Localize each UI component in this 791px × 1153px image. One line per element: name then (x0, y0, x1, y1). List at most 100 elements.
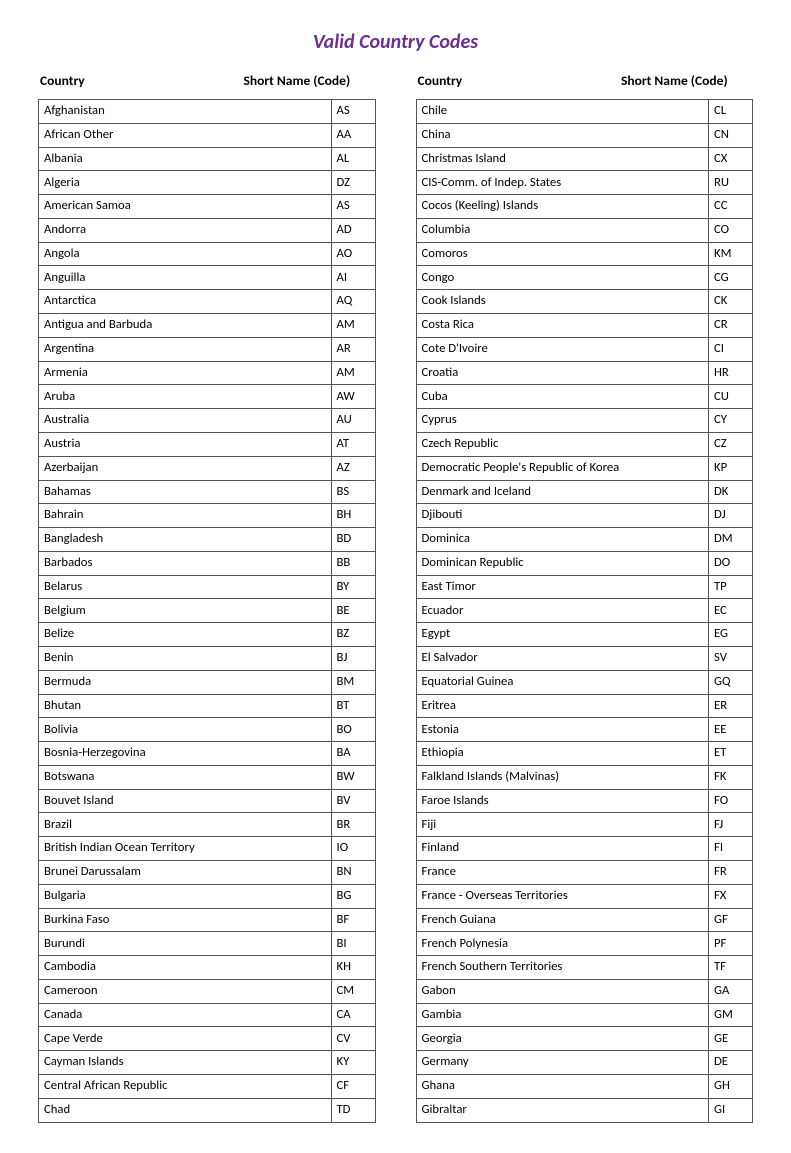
code-cell: CL (709, 100, 753, 124)
table-row: DominicaDM (416, 528, 753, 552)
country-cell: Argentina (39, 337, 332, 361)
country-cell: Gibraltar (416, 1098, 709, 1122)
table-row: ColumbiaCO (416, 218, 753, 242)
code-cell: BI (331, 932, 375, 956)
columns-container: Country Short Name (Code) AfghanistanASA… (38, 72, 753, 1123)
code-cell: DM (709, 528, 753, 552)
table-row: AlgeriaDZ (39, 171, 376, 195)
table-row: AngolaAO (39, 242, 376, 266)
country-cell: Cook Islands (416, 290, 709, 314)
table-row: French PolynesiaPF (416, 932, 753, 956)
code-cell: BT (331, 694, 375, 718)
code-cell: FK (709, 765, 753, 789)
table-row: AnguillaAI (39, 266, 376, 290)
left-column-header: Country Short Name (Code) (38, 72, 376, 89)
table-row: BulgariaBG (39, 884, 376, 908)
country-cell: El Salvador (416, 646, 709, 670)
table-row: ChileCL (416, 100, 753, 124)
table-row: Denmark and IcelandDK (416, 480, 753, 504)
code-cell: DO (709, 551, 753, 575)
table-row: GhanaGH (416, 1075, 753, 1099)
country-cell: Columbia (416, 218, 709, 242)
table-row: Cayman IslandsKY (39, 1051, 376, 1075)
code-cell: CZ (709, 432, 753, 456)
table-row: ChadTD (39, 1098, 376, 1122)
table-row: EgyptEG (416, 623, 753, 647)
header-code: Short Name (Code) (621, 72, 751, 89)
country-cell: Cayman Islands (39, 1051, 332, 1075)
table-row: GabonGA (416, 979, 753, 1003)
table-row: Cape VerdeCV (39, 1027, 376, 1051)
code-cell: AS (331, 100, 375, 124)
table-row: Bouvet IslandBV (39, 789, 376, 813)
table-row: BelarusBY (39, 575, 376, 599)
code-cell: CK (709, 290, 753, 314)
country-cell: French Guiana (416, 908, 709, 932)
country-cell: Antigua and Barbuda (39, 314, 332, 338)
country-cell: Egypt (416, 623, 709, 647)
country-cell: Comoros (416, 242, 709, 266)
table-row: Christmas IslandCX (416, 147, 753, 171)
code-cell: CN (709, 123, 753, 147)
country-cell: Bosnia-Herzegovina (39, 742, 332, 766)
table-row: BangladeshBD (39, 528, 376, 552)
country-cell: Democratic People's Republic of Korea (416, 456, 709, 480)
country-cell: Belarus (39, 575, 332, 599)
country-cell: African Other (39, 123, 332, 147)
table-row: CanadaCA (39, 1003, 376, 1027)
code-cell: TP (709, 575, 753, 599)
country-cell: Burundi (39, 932, 332, 956)
country-cell: Equatorial Guinea (416, 670, 709, 694)
country-cell: Finland (416, 837, 709, 861)
country-cell: Brunei Darussalam (39, 861, 332, 885)
code-cell: EC (709, 599, 753, 623)
table-row: EcuadorEC (416, 599, 753, 623)
code-cell: CR (709, 314, 753, 338)
code-cell: AQ (331, 290, 375, 314)
table-row: CroatiaHR (416, 361, 753, 385)
table-row: AustraliaAU (39, 409, 376, 433)
table-row: CubaCU (416, 385, 753, 409)
code-cell: BE (331, 599, 375, 623)
code-cell: KP (709, 456, 753, 480)
code-cell: FO (709, 789, 753, 813)
table-row: Central African RepublicCF (39, 1075, 376, 1099)
table-row: BurundiBI (39, 932, 376, 956)
code-cell: BV (331, 789, 375, 813)
code-cell: AD (331, 218, 375, 242)
country-cell: Faroe Islands (416, 789, 709, 813)
country-cell: East Timor (416, 575, 709, 599)
country-cell: Central African Republic (39, 1075, 332, 1099)
table-row: French GuianaGF (416, 908, 753, 932)
table-row: GermanyDE (416, 1051, 753, 1075)
code-cell: BF (331, 908, 375, 932)
code-cell: DJ (709, 504, 753, 528)
country-cell: Bhutan (39, 694, 332, 718)
country-cell: Bahrain (39, 504, 332, 528)
table-row: Brunei DarussalamBN (39, 861, 376, 885)
table-row: GibraltarGI (416, 1098, 753, 1122)
table-row: FinlandFI (416, 837, 753, 861)
code-cell: DK (709, 480, 753, 504)
code-cell: DZ (331, 171, 375, 195)
code-cell: AZ (331, 456, 375, 480)
code-cell: CU (709, 385, 753, 409)
code-cell: IO (331, 837, 375, 861)
table-row: BelgiumBE (39, 599, 376, 623)
country-cell: Georgia (416, 1027, 709, 1051)
table-row: Equatorial GuineaGQ (416, 670, 753, 694)
code-cell: CV (331, 1027, 375, 1051)
table-row: BahamasBS (39, 480, 376, 504)
code-cell: GH (709, 1075, 753, 1099)
country-cell: British Indian Ocean Territory (39, 837, 332, 861)
table-row: FranceFR (416, 861, 753, 885)
table-row: British Indian Ocean TerritoryIO (39, 837, 376, 861)
country-cell: Austria (39, 432, 332, 456)
country-cell: Andorra (39, 218, 332, 242)
right-table: ChileCLChinaCNChristmas IslandCXCIS-Comm… (416, 99, 754, 1123)
code-cell: CM (331, 979, 375, 1003)
country-cell: Belize (39, 623, 332, 647)
code-cell: TF (709, 956, 753, 980)
code-cell: AI (331, 266, 375, 290)
code-cell: TD (331, 1098, 375, 1122)
